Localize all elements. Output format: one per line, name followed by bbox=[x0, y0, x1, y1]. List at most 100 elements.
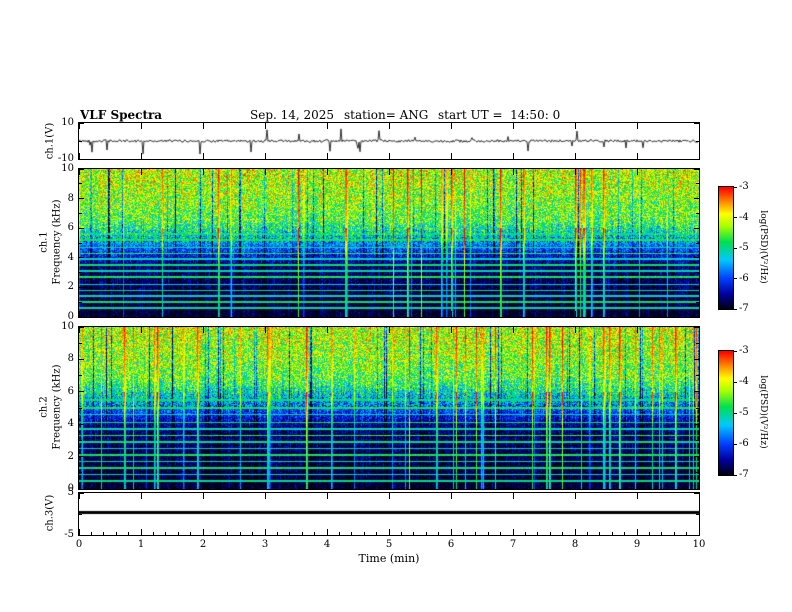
tick-label: 8 bbox=[67, 192, 74, 204]
tick-mark bbox=[140, 169, 142, 175]
tick-mark bbox=[227, 532, 229, 535]
tick-mark bbox=[696, 212, 699, 214]
tick-mark bbox=[79, 358, 84, 360]
tick-mark bbox=[734, 247, 737, 249]
tick-mark bbox=[326, 483, 328, 489]
plot-start-ut: start UT = 14:50: 0 bbox=[438, 108, 561, 122]
tick-mark bbox=[696, 439, 699, 441]
tick-mark bbox=[574, 153, 576, 159]
tick-mark bbox=[79, 158, 84, 160]
tick-mark bbox=[140, 311, 142, 317]
ch1-frequency-axis-label: Frequency (kHz) bbox=[51, 199, 63, 285]
tick-mark bbox=[694, 492, 699, 494]
tick-mark bbox=[78, 169, 80, 175]
tick-mark bbox=[376, 532, 378, 535]
plot-title: VLF Spectra bbox=[80, 108, 163, 122]
tick-label: -7 bbox=[739, 303, 749, 314]
tick-label: 4 bbox=[67, 251, 74, 263]
tick-label: -6 bbox=[739, 272, 749, 284]
tick-label: -5 bbox=[739, 242, 749, 253]
tick-label: 3 bbox=[261, 539, 269, 550]
tick-mark bbox=[694, 316, 699, 318]
tick-mark bbox=[696, 342, 699, 344]
tick-mark bbox=[140, 493, 142, 499]
tick-mark bbox=[326, 123, 328, 129]
tick-label: -5 bbox=[739, 407, 749, 418]
tick-label: 6 bbox=[67, 222, 74, 234]
tick-mark bbox=[78, 123, 80, 129]
tick-mark bbox=[202, 311, 204, 317]
tick-mark bbox=[79, 423, 84, 425]
tick-mark bbox=[363, 532, 365, 535]
tick-mark bbox=[586, 532, 588, 535]
tick-mark bbox=[694, 358, 699, 360]
tick-mark bbox=[574, 529, 576, 535]
tick-mark bbox=[694, 534, 699, 536]
tick-mark bbox=[450, 311, 452, 317]
tick-label: 2 bbox=[199, 539, 207, 550]
tick-mark bbox=[78, 327, 80, 333]
tick-mark bbox=[79, 168, 84, 170]
tick-mark bbox=[388, 153, 390, 159]
tick-mark bbox=[413, 532, 415, 535]
tick-mark bbox=[694, 326, 699, 328]
tick-mark bbox=[696, 301, 699, 303]
tick-mark bbox=[79, 375, 82, 377]
tick-mark bbox=[78, 493, 80, 499]
tick-label: 5 bbox=[385, 539, 393, 550]
colorbar-2-canvas bbox=[719, 351, 733, 475]
tick-mark bbox=[79, 407, 82, 409]
tick-mark bbox=[694, 168, 699, 170]
tick-label: 10 bbox=[61, 117, 74, 128]
tick-mark bbox=[79, 316, 84, 318]
tick-mark bbox=[487, 532, 489, 535]
tick-mark bbox=[388, 169, 390, 175]
tick-label: -5 bbox=[64, 529, 74, 540]
tick-label: 7 bbox=[509, 539, 517, 550]
tick-mark bbox=[475, 532, 477, 535]
tick-label: -3 bbox=[739, 345, 749, 356]
tick-label: 6 bbox=[67, 385, 74, 397]
tick-mark bbox=[79, 342, 82, 344]
tick-mark bbox=[264, 169, 266, 175]
tick-label: -10 bbox=[57, 153, 74, 164]
tick-mark bbox=[694, 391, 699, 393]
tick-mark bbox=[673, 532, 675, 535]
tick-mark bbox=[388, 483, 390, 489]
time-axis-label: Time (min) bbox=[358, 552, 420, 565]
colorbar-2-label: log(PSD)(V²/Hz) bbox=[758, 375, 768, 449]
tick-mark bbox=[177, 532, 179, 535]
tick-mark bbox=[78, 311, 80, 317]
tick-mark bbox=[636, 529, 638, 535]
tick-mark bbox=[78, 153, 80, 159]
tick-mark bbox=[734, 381, 737, 383]
tick-mark bbox=[694, 423, 699, 425]
tick-label: -3 bbox=[739, 181, 749, 192]
tick-label: 10 bbox=[61, 321, 74, 332]
tick-label: 6 bbox=[447, 539, 455, 550]
tick-mark bbox=[388, 529, 390, 535]
tick-mark bbox=[698, 153, 700, 159]
tick-mark bbox=[696, 272, 699, 274]
tick-mark bbox=[90, 532, 92, 535]
tick-mark bbox=[264, 483, 266, 489]
plot-station: station= ANG bbox=[344, 108, 429, 122]
tick-mark bbox=[140, 529, 142, 535]
tick-mark bbox=[624, 532, 626, 535]
tick-mark bbox=[79, 301, 82, 303]
tick-mark bbox=[326, 493, 328, 499]
tick-mark bbox=[694, 158, 699, 160]
tick-mark bbox=[734, 278, 737, 279]
tick-mark bbox=[694, 227, 699, 229]
tick-mark bbox=[289, 532, 291, 535]
tick-label: 0 bbox=[67, 483, 74, 494]
tick-mark bbox=[698, 493, 700, 499]
tick-mark bbox=[79, 242, 82, 244]
tick-mark bbox=[512, 327, 514, 333]
tick-label: -4 bbox=[739, 211, 749, 223]
tick-mark bbox=[574, 327, 576, 333]
tick-mark bbox=[512, 529, 514, 535]
tick-mark bbox=[326, 311, 328, 317]
tick-label: 10 bbox=[61, 163, 74, 174]
